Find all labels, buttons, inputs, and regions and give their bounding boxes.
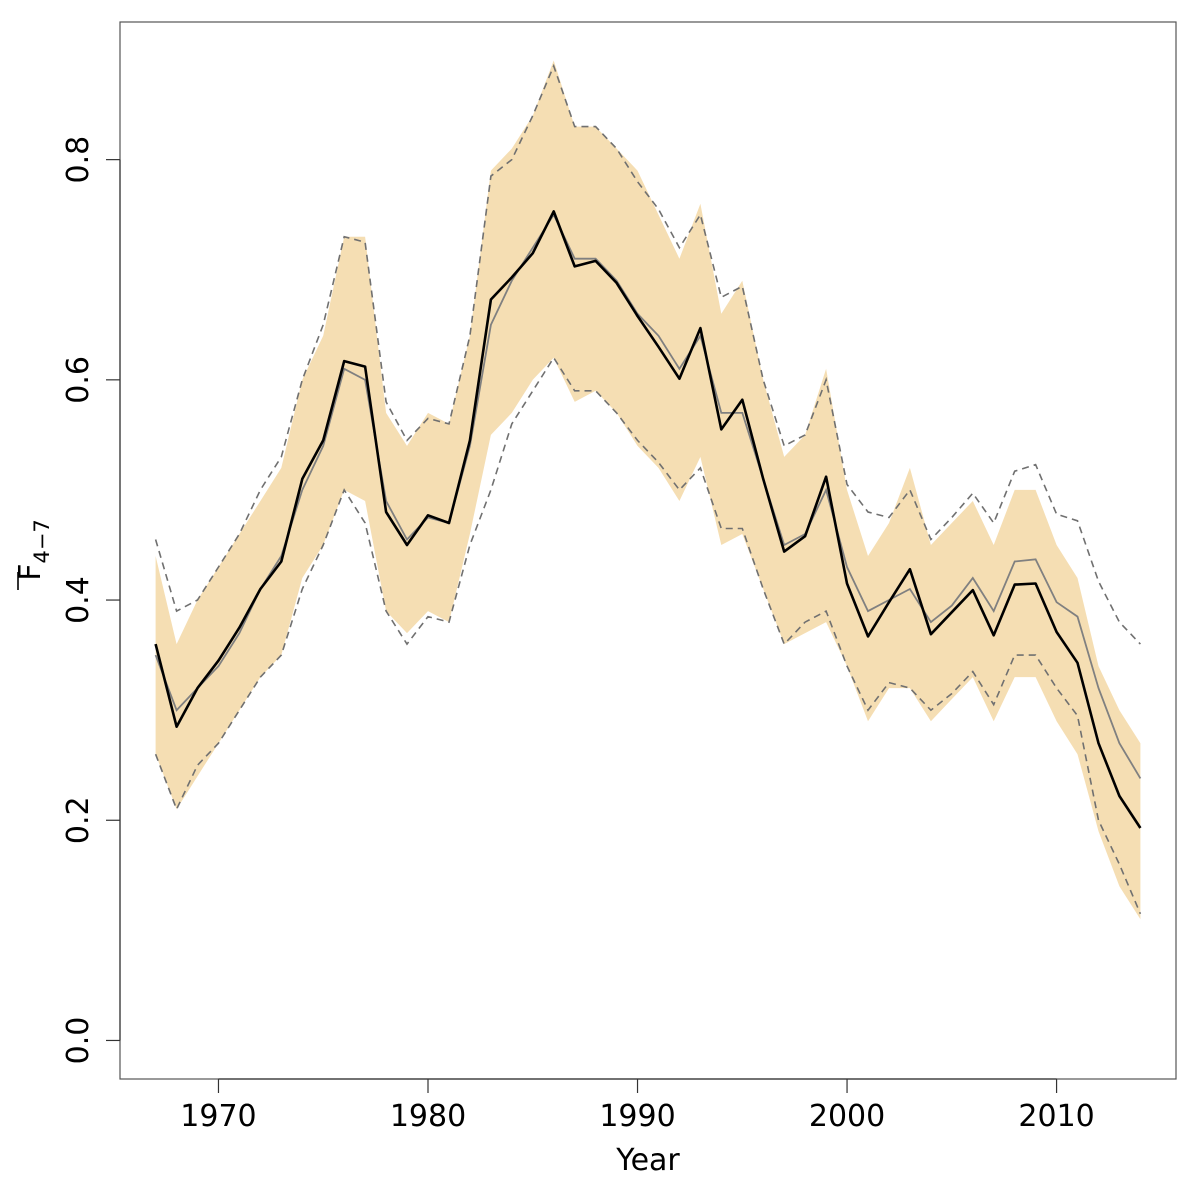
x-tick-label: 2010 xyxy=(1018,1099,1094,1134)
alt-estimate-line xyxy=(154,212,1142,779)
x-axis-title: Year xyxy=(615,1143,680,1178)
y-axis-title: F4−7 xyxy=(13,519,54,590)
estimate-line xyxy=(154,210,1142,829)
y-axis: 0.0 0.2 0.4 0.6 0.8 xyxy=(61,136,121,1065)
x-tick-label: 1980 xyxy=(390,1099,466,1134)
alt-upper-line xyxy=(154,63,1141,645)
y-tick-label: 0.2 xyxy=(61,796,96,844)
svg-text:F4−7: F4−7 xyxy=(13,519,54,581)
x-tick-label: 1970 xyxy=(180,1099,256,1134)
y-tick-label: 0.8 xyxy=(61,136,96,184)
plot-layer xyxy=(154,60,1142,920)
confidence-band xyxy=(155,60,1141,920)
y-tick-label: 0.4 xyxy=(61,576,96,624)
y-axis-title-sub: 4−7 xyxy=(30,519,54,563)
x-tick-label: 2000 xyxy=(809,1099,885,1134)
y-axis-title-main: F xyxy=(13,564,48,581)
x-axis: 1970 1980 1990 2000 2010 xyxy=(180,1078,1095,1134)
y-tick-label: 0.6 xyxy=(61,356,96,404)
x-tick-label: 1990 xyxy=(599,1099,675,1134)
y-tick-label: 0.0 xyxy=(61,1017,96,1065)
